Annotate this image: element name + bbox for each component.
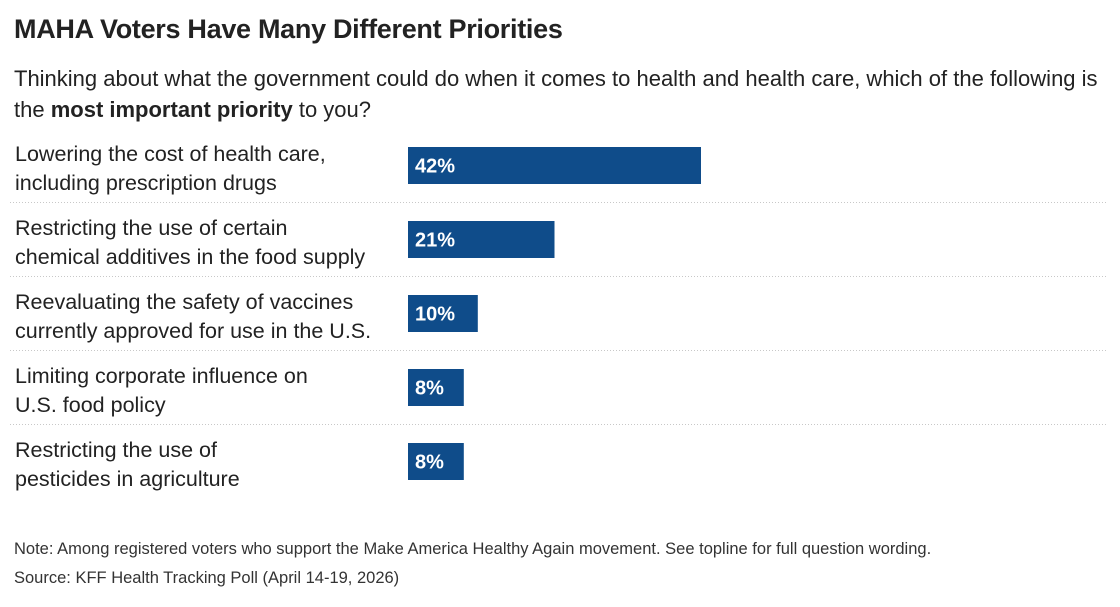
subtitle-emphasis: most important priority xyxy=(50,97,293,122)
category-label-line: pesticides in agriculture xyxy=(15,467,240,491)
category-label-line: Restricting the use of xyxy=(15,438,217,462)
category-label-line: Restricting the use of certain xyxy=(15,216,288,240)
bar xyxy=(408,369,464,406)
chart-source: Source: KFF Health Tracking Poll (April … xyxy=(14,569,400,587)
subtitle-text: Thinking about what the government could… xyxy=(14,66,1098,122)
category-label-line: Limiting corporate influence on xyxy=(15,364,308,388)
chart-title: MAHA Voters Have Many Different Prioriti… xyxy=(14,14,563,44)
bar xyxy=(408,295,478,332)
bar xyxy=(408,221,555,258)
category-label-line: Reevaluating the safety of vaccines xyxy=(15,290,354,314)
bar xyxy=(408,147,701,184)
category-label-line: currently approved for use in the U.S. xyxy=(15,319,372,343)
bar-value-label: 42% xyxy=(415,156,455,178)
category-label-line: chemical additives in the food supply xyxy=(15,245,366,269)
chart-note: Note: Among registered voters who suppor… xyxy=(14,540,932,558)
category-label-line: Lowering the cost of health care, xyxy=(15,142,326,166)
category-label: Limiting corporate influence on U.S. food… xyxy=(15,362,400,420)
category-label-line: including prescription drugs xyxy=(15,171,277,195)
chart-subtitle: Thinking about what the government could… xyxy=(14,63,1104,125)
category-label-line: U.S. food policy xyxy=(15,393,166,417)
bar-value-label: 8% xyxy=(415,378,444,400)
category-label: Restricting the use of pesticides in agri… xyxy=(15,436,400,494)
bar-value-label: 10% xyxy=(415,304,455,326)
bar-value-label: 21% xyxy=(415,230,455,252)
category-label: Lowering the cost of health care, includi… xyxy=(15,140,400,198)
category-label: Reevaluating the safety of vaccines curre… xyxy=(15,288,400,346)
bar-value-label: 8% xyxy=(415,452,444,474)
category-label: Restricting the use of certain chemical a… xyxy=(15,214,400,272)
subtitle-text-end: to you? xyxy=(292,97,371,122)
bar xyxy=(408,443,464,480)
